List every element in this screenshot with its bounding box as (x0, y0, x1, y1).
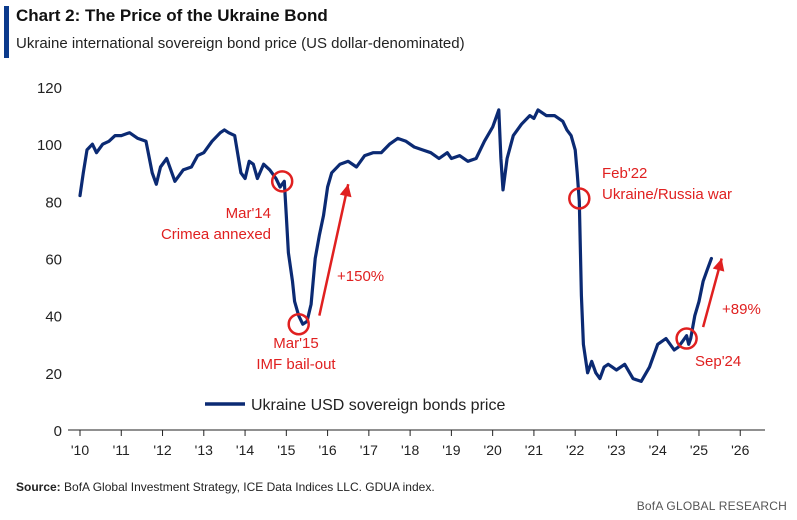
annotation-gain1-label: +150% (337, 268, 384, 285)
brand-footer: BofA GLOBAL RESEARCH (636, 499, 787, 513)
x-tick-label: '19 (442, 442, 460, 458)
series-line (78, 108, 714, 383)
annotation-gain1-arrow-head (339, 184, 352, 198)
annotation-war-label: Feb'22 (602, 165, 647, 182)
x-tick-label: '22 (566, 442, 584, 458)
annotation-sep24-label: Sep'24 (695, 353, 741, 370)
chart-title: Chart 2: The Price of the Ukraine Bond (16, 6, 328, 25)
y-tick-label: 80 (45, 194, 62, 211)
annotation-crimea-label: Crimea annexed (161, 226, 271, 243)
annotation-gain2-label: +89% (722, 301, 761, 318)
source-note: Source: BofA Global Investment Strategy,… (16, 480, 435, 494)
x-tick-label: '20 (484, 442, 502, 458)
x-tick-label: '26 (731, 442, 749, 458)
x-tick-label: '24 (649, 442, 667, 458)
y-tick-label: 100 (37, 137, 62, 154)
x-tick-label: '14 (236, 442, 254, 458)
annotation-crimea-label: Mar'14 (226, 205, 271, 222)
annotation-gain2-arrow-head (712, 258, 725, 272)
y-tick-label: 0 (54, 423, 62, 440)
x-tick-label: '10 (71, 442, 89, 458)
x-tick-label: '12 (153, 442, 171, 458)
annotation-imf-circle (287, 312, 310, 336)
legend-label: Ukraine USD sovereign bonds price (251, 397, 505, 414)
annotation-war-circle (568, 187, 591, 210)
x-tick-label: '15 (277, 442, 295, 458)
annotation-sep24-circle (675, 327, 698, 350)
line-chart: 0 20 40 60 80 100 120 '10 '11 '12 '13 '14 '15 '16 '17 '… (37, 80, 765, 458)
annotation-gain1-arrow-shaft (318, 183, 350, 316)
annotation-war-label: Ukraine/Russia war (602, 186, 732, 203)
annotation-crimea-circle (270, 170, 294, 193)
chart-subtitle: Ukraine international sovereign bond pri… (16, 35, 465, 52)
x-tick-label: '25 (690, 442, 708, 458)
source-label: Source: (16, 480, 61, 494)
annotation-imf-label: Mar'15 (273, 335, 318, 352)
x-tick-label: '13 (195, 442, 213, 458)
y-tick-label: 40 (45, 309, 62, 326)
source-text: BofA Global Investment Strategy, ICE Dat… (64, 480, 435, 494)
y-tick-label: 60 (45, 252, 62, 269)
x-tick-label: '21 (525, 442, 543, 458)
y-tick-label: 20 (45, 366, 62, 383)
x-tick-label: '23 (607, 442, 625, 458)
x-tick-label: '11 (113, 442, 130, 458)
y-tick-label: 120 (37, 80, 62, 97)
x-tick-label: '18 (401, 442, 419, 458)
x-tick-label: '16 (318, 442, 336, 458)
annotation-imf-label: IMF bail-out (256, 356, 336, 373)
title-accent-bar (4, 6, 9, 58)
x-tick-label: '17 (360, 442, 378, 458)
